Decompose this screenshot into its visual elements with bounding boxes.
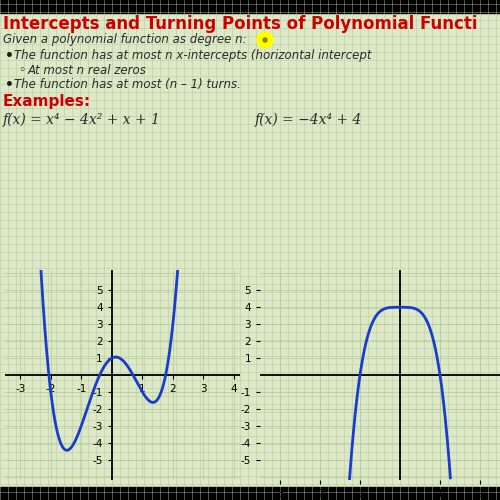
Text: •: •	[5, 49, 14, 63]
Text: Examples:: Examples:	[3, 94, 91, 109]
Text: Intercepts and Turning Points of Polynomial Functi: Intercepts and Turning Points of Polynom…	[3, 15, 478, 33]
Text: At most n real zeros: At most n real zeros	[28, 64, 147, 77]
Text: Given a polynomial function as degree n:: Given a polynomial function as degree n:	[3, 33, 246, 46]
Circle shape	[257, 32, 273, 48]
Text: f(x) = x⁴ − 4x² + x + 1: f(x) = x⁴ − 4x² + x + 1	[3, 113, 161, 128]
Text: The function has at most n x-intercepts (horizontal intercept: The function has at most n x-intercepts …	[14, 49, 372, 62]
Circle shape	[263, 38, 267, 42]
Text: The function has at most (n – 1) turns.: The function has at most (n – 1) turns.	[14, 78, 241, 91]
Text: •: •	[5, 78, 14, 92]
Text: ◦: ◦	[18, 64, 26, 77]
Text: f(x) = −4x⁴ + 4: f(x) = −4x⁴ + 4	[255, 113, 362, 128]
